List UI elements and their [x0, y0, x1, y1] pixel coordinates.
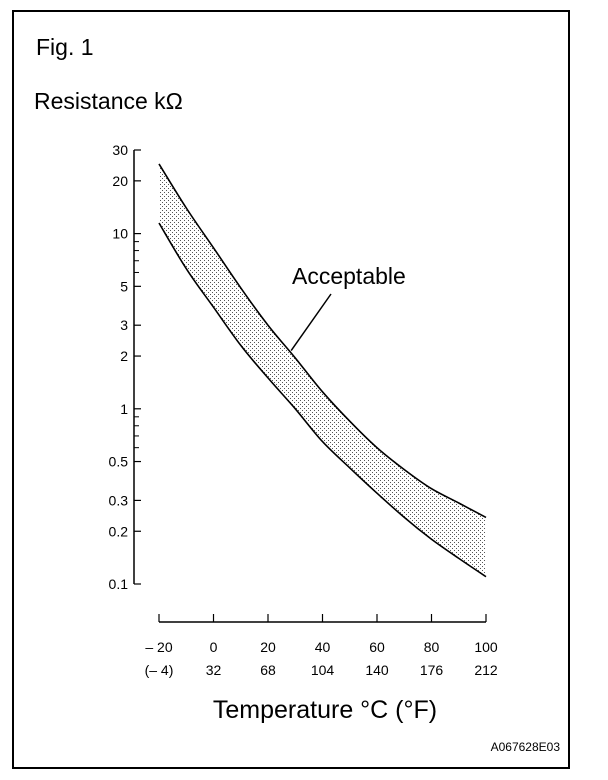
figure-frame	[12, 10, 570, 769]
y-tick-label: 30	[112, 142, 128, 158]
y-tick-label: 20	[112, 173, 128, 189]
x-tick-label-fahrenheit: 176	[420, 662, 444, 678]
y-tick-label: 0.3	[109, 492, 129, 508]
y-tick-label: 0.2	[109, 523, 129, 539]
lower-limit-line	[158, 222, 487, 578]
x-tick-label-fahrenheit: (– 4)	[145, 662, 174, 678]
y-tick-label: 0.5	[109, 454, 129, 470]
y-tick-label: 2	[120, 348, 128, 364]
y-tick-label: 5	[120, 278, 128, 294]
x-tick-label-celsius: 100	[474, 639, 498, 655]
x-tick-label-fahrenheit: 104	[311, 662, 335, 678]
y-tick-label: 0.1	[109, 576, 129, 592]
x-tick-label-fahrenheit: 140	[365, 662, 389, 678]
x-tick-label-celsius: – 20	[145, 639, 172, 655]
x-axis-label: Temperature °C (°F)	[212, 696, 438, 724]
figure-label: Fig. 1	[36, 34, 94, 60]
y-tick-label: 10	[112, 226, 128, 242]
y-axis-label: Resistance kΩ	[34, 88, 183, 114]
x-tick-label-fahrenheit: 212	[474, 662, 498, 678]
x-tick-label-celsius: 20	[260, 639, 276, 655]
x-tick-label-celsius: 40	[315, 639, 331, 655]
acceptable-band	[159, 163, 486, 577]
x-tick-label-celsius: 60	[369, 639, 385, 655]
x-tick-label-celsius: 0	[210, 639, 218, 655]
x-tick-label-celsius: 80	[424, 639, 440, 655]
x-tick-label-fahrenheit: 68	[260, 662, 276, 678]
x-tick-label-fahrenheit: 32	[206, 662, 222, 678]
y-tick-label: 3	[120, 317, 128, 333]
upper-limit-line	[158, 163, 487, 519]
y-tick-label: 1	[120, 401, 128, 417]
figure-code: A067628E03	[490, 740, 560, 754]
annotation-acceptable: Acceptable	[292, 263, 406, 289]
annotation-leader	[290, 293, 332, 351]
